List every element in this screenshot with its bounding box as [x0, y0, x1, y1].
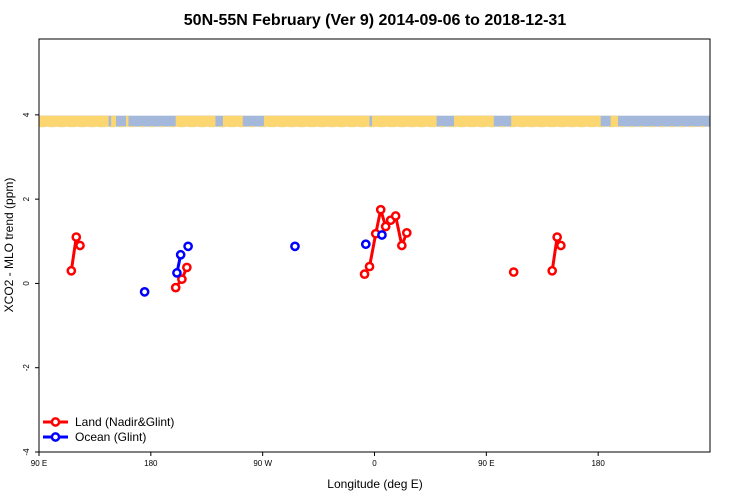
chart-title: 50N-55N February (Ver 9) 2014-09-06 to 2…: [184, 12, 567, 29]
data-point: [390, 211, 401, 221]
legend-item-0: Land (Nadir&Glint): [43, 415, 174, 429]
data-point: [377, 230, 387, 240]
data-point: [359, 269, 370, 280]
y-tick-label: 4: [22, 112, 31, 117]
legend-item-1: Ocean (Glint): [43, 430, 146, 444]
data-point: [139, 287, 150, 297]
map-land: [263, 115, 370, 127]
legend-label: Ocean (Glint): [75, 430, 146, 444]
data-point: [508, 267, 519, 277]
y-axis: -4 -2 0 2 4: [22, 112, 39, 456]
series-1: [139, 230, 387, 297]
y-axis-label: XCO2 - MLO trend (ppm): [2, 178, 16, 313]
y-tick-label: -4: [22, 448, 31, 456]
series-layer: [66, 204, 566, 297]
x-tick-label: 90 W: [253, 459, 272, 468]
legend-marker: [50, 432, 61, 442]
legend-marker: [50, 417, 61, 427]
map-land: [610, 115, 619, 127]
y-tick-label: 2: [22, 196, 31, 201]
data-point: [177, 274, 187, 285]
x-tick-label: 180: [591, 459, 605, 468]
x-tick-label: 90 E: [478, 459, 494, 468]
world-map-band: [39, 115, 710, 128]
data-point: [375, 204, 386, 215]
series-0: [66, 204, 566, 293]
data-point: [75, 240, 85, 251]
data-point: [172, 268, 182, 278]
data-point: [401, 228, 412, 238]
legend-label: Land (Nadir&Glint): [75, 415, 174, 429]
map-land: [511, 115, 601, 127]
map-land: [125, 115, 129, 127]
x-tick-label: 0: [372, 459, 377, 468]
legend: Land (Nadir&Glint)Ocean (Glint): [43, 415, 174, 444]
data-point: [175, 249, 186, 260]
map-land: [175, 115, 216, 127]
data-point: [396, 240, 407, 251]
y-tick-label: 0: [22, 281, 31, 286]
map-land: [111, 115, 117, 127]
x-axis-label: Longitude (deg E): [327, 477, 422, 491]
data-point: [182, 262, 192, 273]
data-point: [66, 265, 77, 276]
data-point: [364, 261, 375, 272]
data-point: [183, 241, 193, 252]
map-land: [454, 115, 494, 127]
map-land: [222, 115, 243, 127]
data-point: [380, 221, 391, 232]
x-tick-label: 180: [144, 459, 158, 468]
data-point: [170, 282, 181, 293]
data-point: [556, 240, 566, 251]
data-point: [547, 265, 558, 276]
data-point: [290, 241, 300, 252]
data-point: [360, 239, 371, 250]
map-land: [39, 115, 109, 127]
x-tick-label: 90 E: [31, 459, 47, 468]
x-axis: 90 E 180 90 W 0 90 E 180: [31, 452, 605, 468]
data-point: [552, 232, 563, 242]
y-tick-label: -2: [22, 364, 31, 372]
map-land: [372, 115, 437, 127]
data-point: [71, 232, 82, 242]
